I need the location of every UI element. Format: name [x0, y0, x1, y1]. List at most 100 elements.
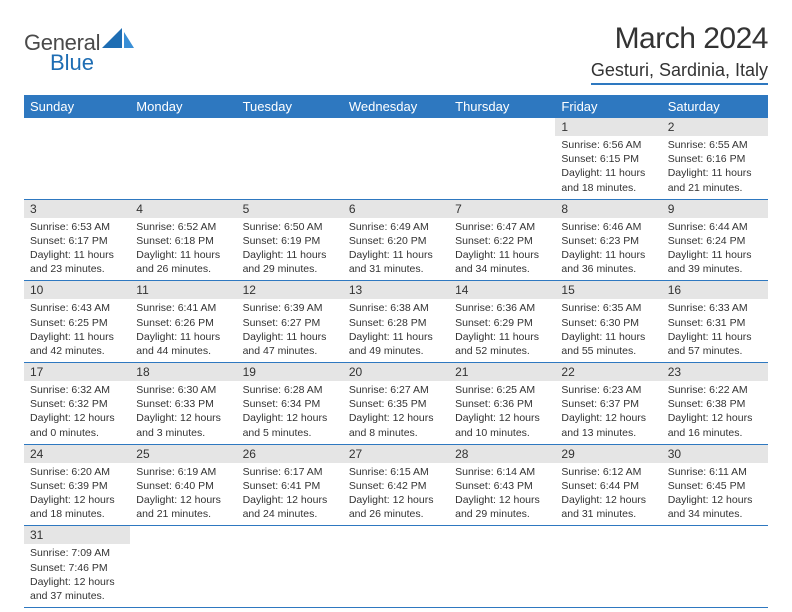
- day-number-row: 24252627282930: [24, 444, 768, 463]
- day-data-cell: Sunrise: 6:25 AMSunset: 6:36 PMDaylight:…: [449, 381, 555, 444]
- day-number-row: 12: [24, 118, 768, 136]
- day-data-cell: Sunrise: 6:41 AMSunset: 6:26 PMDaylight:…: [130, 299, 236, 362]
- day-data-cell: [449, 136, 555, 199]
- day-number-cell: 18: [130, 363, 236, 382]
- weekday-header: Thursday: [449, 95, 555, 118]
- day-number-cell: [24, 118, 130, 136]
- day-data-cell: Sunrise: 6:39 AMSunset: 6:27 PMDaylight:…: [237, 299, 343, 362]
- day-data-cell: Sunrise: 6:22 AMSunset: 6:38 PMDaylight:…: [662, 381, 768, 444]
- day-data-row: Sunrise: 6:43 AMSunset: 6:25 PMDaylight:…: [24, 299, 768, 362]
- day-number-cell: 7: [449, 199, 555, 218]
- day-number-cell: [449, 526, 555, 545]
- day-data-cell: Sunrise: 6:32 AMSunset: 6:32 PMDaylight:…: [24, 381, 130, 444]
- day-number-cell: 26: [237, 444, 343, 463]
- weekday-header: Sunday: [24, 95, 130, 118]
- day-number-cell: 2: [662, 118, 768, 136]
- day-number-cell: 15: [555, 281, 661, 300]
- day-number-cell: 11: [130, 281, 236, 300]
- day-data-cell: Sunrise: 6:19 AMSunset: 6:40 PMDaylight:…: [130, 463, 236, 526]
- day-number-cell: 14: [449, 281, 555, 300]
- day-number-cell: 10: [24, 281, 130, 300]
- day-number-cell: 5: [237, 199, 343, 218]
- day-number-cell: [343, 118, 449, 136]
- day-data-cell: [343, 136, 449, 199]
- day-number-cell: 29: [555, 444, 661, 463]
- day-number-cell: [130, 118, 236, 136]
- day-number-cell: 8: [555, 199, 661, 218]
- day-number-cell: 16: [662, 281, 768, 300]
- logo: General Blue: [24, 22, 100, 76]
- day-data-cell: [343, 544, 449, 607]
- day-number-row: 10111213141516: [24, 281, 768, 300]
- day-data-cell: Sunrise: 6:49 AMSunset: 6:20 PMDaylight:…: [343, 218, 449, 281]
- day-data-cell: Sunrise: 6:15 AMSunset: 6:42 PMDaylight:…: [343, 463, 449, 526]
- day-data-cell: [24, 136, 130, 199]
- day-number-row: 31: [24, 526, 768, 545]
- day-number-cell: 27: [343, 444, 449, 463]
- day-data-row: Sunrise: 6:53 AMSunset: 6:17 PMDaylight:…: [24, 218, 768, 281]
- day-number-cell: 30: [662, 444, 768, 463]
- day-number-cell: [343, 526, 449, 545]
- day-data-cell: Sunrise: 6:27 AMSunset: 6:35 PMDaylight:…: [343, 381, 449, 444]
- day-number-cell: 17: [24, 363, 130, 382]
- day-data-cell: Sunrise: 6:38 AMSunset: 6:28 PMDaylight:…: [343, 299, 449, 362]
- day-data-cell: Sunrise: 6:46 AMSunset: 6:23 PMDaylight:…: [555, 218, 661, 281]
- logo-word-2: Blue: [50, 50, 100, 76]
- day-data-cell: Sunrise: 6:28 AMSunset: 6:34 PMDaylight:…: [237, 381, 343, 444]
- day-data-cell: Sunrise: 6:43 AMSunset: 6:25 PMDaylight:…: [24, 299, 130, 362]
- day-data-cell: [662, 544, 768, 607]
- day-data-cell: Sunrise: 6:55 AMSunset: 6:16 PMDaylight:…: [662, 136, 768, 199]
- day-number-cell: 25: [130, 444, 236, 463]
- day-number-cell: 20: [343, 363, 449, 382]
- day-data-cell: Sunrise: 7:09 AMSunset: 7:46 PMDaylight:…: [24, 544, 130, 607]
- weekday-header: Monday: [130, 95, 236, 118]
- day-data-cell: Sunrise: 6:52 AMSunset: 6:18 PMDaylight:…: [130, 218, 236, 281]
- day-data-row: Sunrise: 6:56 AMSunset: 6:15 PMDaylight:…: [24, 136, 768, 199]
- day-data-cell: [237, 136, 343, 199]
- day-number-cell: 1: [555, 118, 661, 136]
- weekday-header: Friday: [555, 95, 661, 118]
- day-data-cell: [449, 544, 555, 607]
- day-number-cell: [237, 118, 343, 136]
- day-data-cell: [555, 544, 661, 607]
- day-number-cell: 22: [555, 363, 661, 382]
- day-data-cell: Sunrise: 6:17 AMSunset: 6:41 PMDaylight:…: [237, 463, 343, 526]
- day-data-cell: Sunrise: 6:44 AMSunset: 6:24 PMDaylight:…: [662, 218, 768, 281]
- day-number-cell: 12: [237, 281, 343, 300]
- sail-icon: [102, 28, 136, 50]
- day-number-row: 3456789: [24, 199, 768, 218]
- day-number-cell: 4: [130, 199, 236, 218]
- day-data-cell: Sunrise: 6:20 AMSunset: 6:39 PMDaylight:…: [24, 463, 130, 526]
- day-number-cell: [662, 526, 768, 545]
- day-data-cell: Sunrise: 6:33 AMSunset: 6:31 PMDaylight:…: [662, 299, 768, 362]
- weekday-header: Wednesday: [343, 95, 449, 118]
- day-number-cell: 23: [662, 363, 768, 382]
- day-data-row: Sunrise: 6:20 AMSunset: 6:39 PMDaylight:…: [24, 463, 768, 526]
- day-data-cell: Sunrise: 6:11 AMSunset: 6:45 PMDaylight:…: [662, 463, 768, 526]
- weekday-header-row: Sunday Monday Tuesday Wednesday Thursday…: [24, 95, 768, 118]
- month-title: March 2024: [591, 22, 768, 56]
- day-data-cell: Sunrise: 6:47 AMSunset: 6:22 PMDaylight:…: [449, 218, 555, 281]
- day-number-cell: [237, 526, 343, 545]
- day-data-cell: Sunrise: 6:12 AMSunset: 6:44 PMDaylight:…: [555, 463, 661, 526]
- day-number-cell: 24: [24, 444, 130, 463]
- day-number-cell: 9: [662, 199, 768, 218]
- day-data-cell: [237, 544, 343, 607]
- weekday-header: Saturday: [662, 95, 768, 118]
- day-data-cell: Sunrise: 6:36 AMSunset: 6:29 PMDaylight:…: [449, 299, 555, 362]
- day-number-cell: 31: [24, 526, 130, 545]
- day-data-cell: [130, 544, 236, 607]
- day-data-cell: [130, 136, 236, 199]
- day-number-cell: 21: [449, 363, 555, 382]
- calendar-body: 12Sunrise: 6:56 AMSunset: 6:15 PMDayligh…: [24, 118, 768, 608]
- header-bar: General Blue March 2024 Gesturi, Sardini…: [24, 22, 768, 85]
- location-underline: [591, 83, 768, 85]
- day-data-row: Sunrise: 7:09 AMSunset: 7:46 PMDaylight:…: [24, 544, 768, 607]
- day-data-cell: Sunrise: 6:35 AMSunset: 6:30 PMDaylight:…: [555, 299, 661, 362]
- day-number-cell: 3: [24, 199, 130, 218]
- day-number-cell: 19: [237, 363, 343, 382]
- day-data-cell: Sunrise: 6:30 AMSunset: 6:33 PMDaylight:…: [130, 381, 236, 444]
- weekday-header: Tuesday: [237, 95, 343, 118]
- day-number-cell: 13: [343, 281, 449, 300]
- day-data-cell: Sunrise: 6:23 AMSunset: 6:37 PMDaylight:…: [555, 381, 661, 444]
